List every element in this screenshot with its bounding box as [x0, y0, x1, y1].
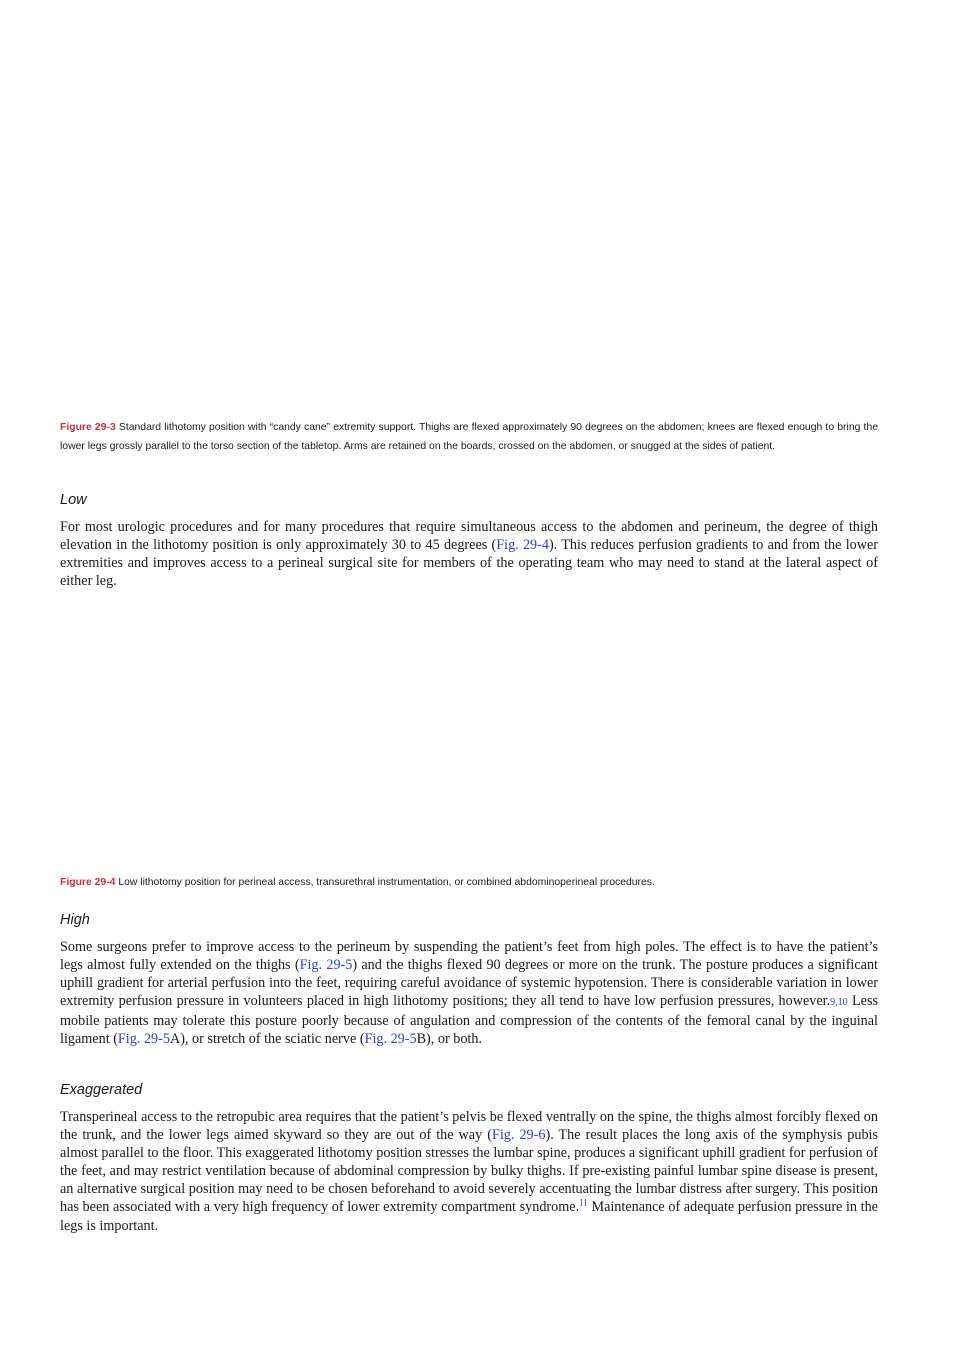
paragraph-text: Transperineal access to the retropubic a…	[60, 1109, 878, 1144]
figure-link-29-5[interactable]: Fig. 29-5	[299, 957, 353, 974]
figure-29-3-label: Figure 29-3	[60, 422, 116, 433]
paragraph-text: Less mobile patients may tolerate this p…	[60, 993, 878, 1048]
figure-link-29-5b[interactable]: Fig. 29-5	[364, 1031, 417, 1048]
paragraph-text: Maintenance of adequate perfusion pressu…	[60, 1199, 878, 1234]
figure-29-4-caption-text: Low lithotomy position for perineal acce…	[115, 877, 655, 888]
figure-29-4-image-area	[60, 610, 878, 860]
paragraph-text: ). The result places the long axis of th…	[60, 1127, 878, 1216]
figure-29-3-image-area	[60, 40, 878, 410]
figure-link-29-4[interactable]: Fig. 29-4	[496, 537, 549, 554]
paragraph-high: Some surgeons prefer to improve access t…	[60, 938, 878, 1049]
paragraph-text: For most urologic procedures and for man…	[60, 519, 878, 554]
section-heading-high: High	[60, 912, 90, 928]
figure-29-4-label: Figure 29-4	[60, 877, 116, 888]
figure-link-29-5a[interactable]: Fig. 29-5	[117, 1031, 170, 1048]
paragraph-text: B), or both.	[416, 1031, 483, 1048]
figure-link-29-6[interactable]: Fig. 29-6	[491, 1127, 546, 1144]
paragraph-exaggerated: Transperineal access to the retropubic a…	[60, 1108, 878, 1235]
paragraph-text: ). This reduces perfusion gradients to a…	[60, 537, 878, 590]
paragraph-low: For most urologic procedures and for man…	[60, 518, 878, 590]
figure-29-3-caption: Figure 29-3 Standard lithotomy position …	[60, 418, 878, 456]
citation-link[interactable]: 9,10	[830, 997, 848, 1009]
section-heading-exaggerated: Exaggerated	[60, 1082, 143, 1098]
section-heading-low: Low	[60, 492, 87, 508]
figure-29-4-caption: Figure 29-4 Low lithotomy position for p…	[60, 873, 878, 892]
citation-link[interactable]: 11	[579, 1197, 588, 1208]
paragraph-text: A), or stretch of the sciatic nerve (	[169, 1031, 365, 1048]
paragraph-text: ) and the thighs flexed 90 degrees or mo…	[60, 957, 878, 1010]
figure-29-3-caption-text: Standard lithotomy position with “candy …	[60, 422, 878, 452]
paragraph-text: Some surgeons prefer to improve access t…	[60, 939, 878, 974]
